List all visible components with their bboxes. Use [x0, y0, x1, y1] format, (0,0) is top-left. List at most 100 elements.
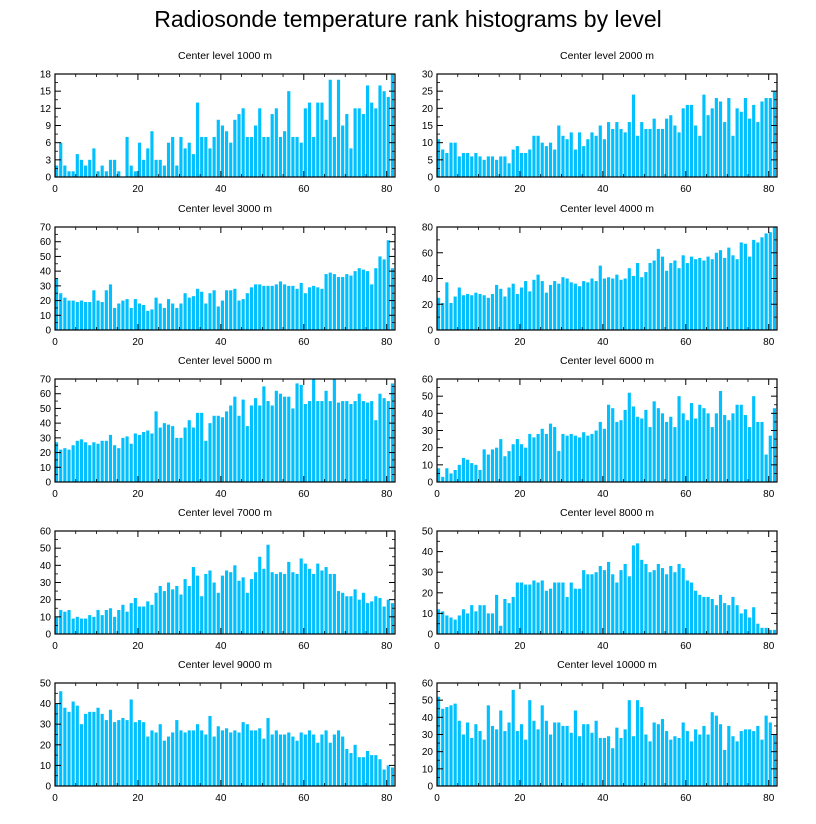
histogram-bar [270, 734, 274, 786]
histogram-bar [627, 268, 631, 330]
x-tick-label: 40 [215, 489, 227, 500]
histogram-bar [208, 715, 212, 786]
histogram-bar [495, 284, 499, 330]
histogram-bar [84, 713, 88, 786]
histogram-bar [598, 737, 602, 786]
histogram-bar [270, 405, 274, 482]
histogram-bar [191, 427, 195, 482]
histogram-bar [470, 737, 474, 786]
histogram-bar [154, 732, 158, 786]
histogram-bar [216, 119, 220, 177]
histogram-bar [158, 724, 162, 786]
histogram-bar [187, 420, 191, 482]
histogram-bar [237, 415, 241, 482]
histogram-bar [312, 573, 316, 634]
histogram-bar [249, 405, 254, 482]
y-tick-label: 30 [40, 281, 52, 292]
histogram-bar [532, 279, 536, 330]
histogram-bar [652, 570, 656, 634]
histogram-bar [374, 596, 378, 634]
y-tick-label: 70 [40, 223, 52, 234]
histogram-bar [63, 611, 67, 634]
histogram-bar [195, 575, 200, 634]
histogram-bar [723, 415, 727, 482]
histogram-bar [478, 293, 482, 330]
histogram-bar [553, 427, 557, 482]
histogram-bar [220, 125, 224, 177]
histogram-bar [689, 104, 694, 177]
histogram-bar [660, 568, 665, 634]
histogram-bar [108, 608, 113, 634]
histogram-bar [665, 118, 669, 177]
histogram-bar [519, 582, 524, 634]
histogram-bar [727, 725, 731, 786]
histogram-bar [204, 573, 208, 634]
histogram-bar [370, 102, 374, 177]
histogram-bar [466, 293, 470, 330]
histogram-bar [241, 577, 245, 634]
histogram-bar [673, 125, 677, 177]
histogram-bar [698, 734, 702, 786]
y-tick-label: 60 [422, 375, 434, 386]
y-tick-label: 50 [40, 544, 52, 555]
histogram-bar [258, 728, 262, 786]
histogram-bar [158, 585, 162, 634]
histogram-bar [511, 596, 515, 634]
y-tick-label: 30 [422, 70, 434, 81]
histogram-bar [316, 401, 320, 482]
histogram-bar [619, 737, 623, 786]
histogram-bar [482, 605, 486, 634]
histogram-bar [382, 606, 386, 634]
histogram-bar [241, 399, 245, 482]
histogram-bar [735, 404, 739, 482]
histogram-bar [665, 574, 669, 634]
histogram-bar [582, 570, 586, 634]
histogram-bar [731, 413, 735, 482]
histogram-bar [557, 283, 561, 330]
histogram-bar [644, 272, 648, 330]
histogram-bar [536, 135, 540, 177]
histogram-bar [652, 401, 656, 482]
histogram-bar [656, 724, 660, 786]
histogram-bar [266, 136, 270, 177]
histogram-bar [245, 592, 249, 634]
histogram-bar [466, 722, 470, 786]
histogram-bar [353, 589, 357, 634]
x-tick-label: 20 [514, 184, 526, 195]
histogram-bar [179, 437, 183, 482]
histogram-bar [75, 705, 79, 786]
histogram-bar [59, 609, 63, 634]
histogram-bar [328, 573, 332, 634]
histogram-bar [660, 413, 665, 482]
histogram-bar [772, 408, 776, 482]
histogram-bar [179, 594, 183, 634]
histogram-bar [710, 108, 714, 177]
x-tick-label: 40 [597, 641, 609, 652]
histogram-bar [528, 433, 532, 482]
histogram-bar [524, 584, 528, 634]
histogram-bar [187, 730, 191, 786]
histogram-bar [474, 611, 478, 634]
histogram-bar [760, 627, 764, 634]
histogram-bar [345, 401, 349, 482]
y-tick-label: 40 [422, 409, 434, 420]
histogram-panel-6: Center level 6000 m 0 20 40 60 80 0 10 20 30 40 50 6… [422, 355, 778, 500]
histogram-bar [557, 451, 561, 482]
histogram-bar [303, 563, 307, 634]
histogram-bar [532, 720, 536, 786]
y-tick-label: 18 [40, 70, 52, 81]
histogram-bar [332, 379, 336, 482]
histogram-bar [55, 278, 59, 330]
histogram-bar [241, 722, 245, 786]
y-tick-label: 10 [40, 311, 52, 322]
histogram-bar [137, 303, 142, 330]
histogram-bar [677, 396, 681, 482]
histogram-bar [113, 307, 117, 330]
histogram-bar [644, 409, 648, 482]
histogram-bar [673, 736, 677, 786]
histogram-bar [345, 274, 349, 330]
histogram-bar [727, 247, 731, 330]
histogram-bar [569, 732, 573, 786]
histogram-bar [627, 392, 631, 482]
histogram-bar [623, 563, 627, 634]
